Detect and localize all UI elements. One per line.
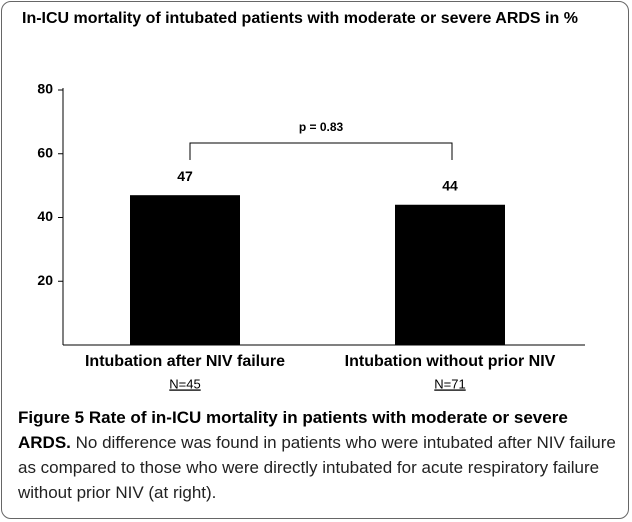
value-label: 44 — [442, 177, 458, 193]
chart: p = 0.83 20 40 60 80 47 Intubation after NIV … — [37, 81, 585, 391]
caption: Figure 5 Rate of in-ICU mortality in pat… — [18, 405, 618, 505]
y-tick-label: 60 — [37, 144, 53, 160]
caption-title: Rate of in-ICU mortality in patients wit… — [18, 408, 568, 452]
value-label: 47 — [177, 168, 193, 184]
x-tick-label: Intubation without prior NIV — [345, 353, 556, 370]
caption-text: No difference was found in patients who … — [18, 433, 616, 502]
y-tick-label: 40 — [37, 208, 53, 224]
y-tick-label: 20 — [37, 272, 53, 288]
caption-label: Figure 5 — [18, 408, 85, 427]
chart-title: In-ICU mortality of intubated patients w… — [22, 10, 578, 27]
bar — [130, 195, 240, 345]
sample-size: N=71 — [434, 376, 465, 391]
significance-bracket — [189, 142, 453, 160]
p-value: p = 0.83 — [299, 120, 344, 134]
bar — [395, 204, 505, 345]
x-tick-label: Intubation after NIV failure — [85, 353, 285, 370]
sample-size: N=45 — [169, 376, 200, 391]
y-tick-label: 80 — [37, 81, 53, 97]
